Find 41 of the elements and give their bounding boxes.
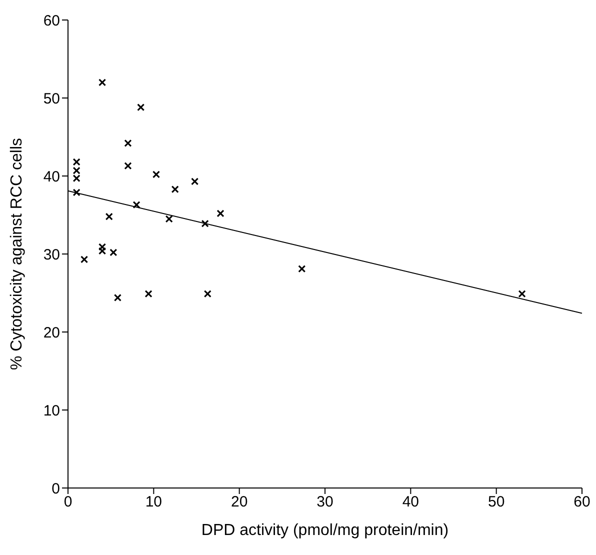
y-tick-label: 10 [43, 402, 60, 420]
point [298, 265, 306, 273]
point [152, 170, 160, 178]
point [110, 248, 118, 256]
x-tick-label: 10 [145, 494, 162, 511]
point [190, 178, 199, 186]
point [132, 201, 140, 209]
point [144, 290, 152, 298]
point [165, 215, 173, 223]
x-axis-title: DPD activity (pmol/mg protein/min) [201, 522, 449, 539]
point [216, 210, 224, 218]
point [72, 174, 80, 182]
point [98, 78, 106, 86]
y-tick-label: 40 [43, 168, 60, 186]
point [201, 220, 209, 228]
point [171, 185, 179, 194]
y-tick-label: 0 [52, 480, 60, 498]
point [114, 294, 122, 302]
point [98, 243, 106, 251]
y-tick-label: 20 [43, 324, 60, 342]
y-tick-label: 30 [43, 246, 60, 264]
x-tick-label: 40 [402, 494, 420, 511]
point [80, 256, 88, 264]
point [72, 166, 80, 174]
point [124, 162, 132, 170]
x-tick-label: 30 [316, 494, 334, 511]
x-tick-label: 60 [574, 494, 590, 511]
point [105, 212, 113, 220]
point [137, 104, 145, 112]
point [72, 188, 80, 196]
point [72, 158, 80, 166]
y-axis-title: % Cytotoxicity against RCC cells [8, 138, 26, 370]
point [124, 139, 132, 148]
y-tick-label: 60 [43, 12, 60, 30]
point [98, 247, 106, 255]
point [518, 290, 526, 298]
y-tick-label: 50 [43, 90, 60, 108]
x-tick-label: 20 [230, 494, 248, 511]
x-tick-label: 0 [64, 494, 72, 511]
point [204, 290, 212, 298]
x-tick-label: 50 [488, 494, 505, 511]
